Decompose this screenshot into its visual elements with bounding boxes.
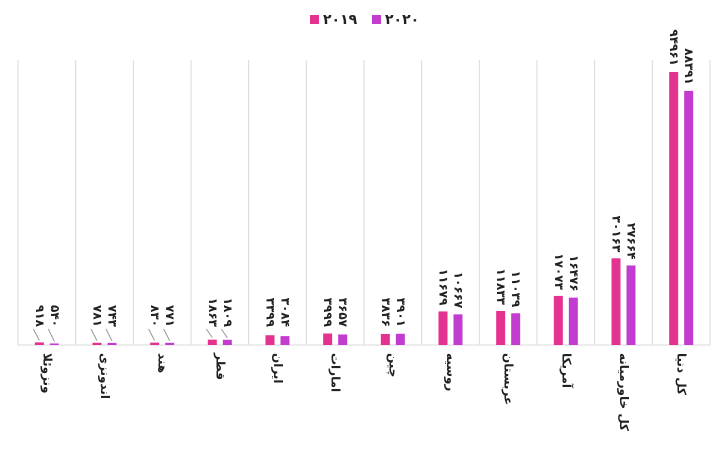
x-tick-label: قطر	[213, 352, 227, 380]
leader-line	[32, 328, 40, 341]
legend-label: ۲۰۱۹	[323, 12, 358, 28]
bar	[438, 311, 448, 345]
x-tick-label: اندونزی	[97, 353, 112, 399]
bar	[669, 72, 679, 345]
bar	[626, 265, 636, 345]
legend-swatch	[372, 15, 381, 24]
bar	[165, 342, 175, 345]
bar	[611, 258, 621, 345]
data-label: ۱۸۰۹	[221, 298, 235, 328]
bar	[338, 334, 348, 345]
bar	[92, 342, 102, 345]
bar	[453, 314, 463, 345]
bar	[265, 335, 275, 345]
bar	[380, 333, 390, 345]
data-label: ۱۸۶۳	[206, 298, 220, 328]
bar	[107, 342, 117, 345]
data-label: ۱۱۰۳۹	[509, 271, 523, 308]
data-label: ۹۱۸	[33, 305, 47, 328]
data-label: ۵۴۰	[48, 305, 62, 327]
data-label: ۱۰۶۶۷	[452, 272, 466, 309]
bar	[684, 90, 694, 346]
data-label: ۲۷۶۶۴	[625, 223, 639, 260]
x-tick-label: آمریکا	[559, 353, 574, 389]
bar	[34, 342, 44, 345]
data-label: ۱۷۰۷۳	[552, 253, 566, 290]
bar	[207, 339, 217, 345]
x-tick-label: هند	[156, 353, 170, 373]
data-label: ۳۶۵۷	[336, 298, 350, 328]
bar	[222, 339, 232, 345]
bar	[496, 310, 506, 345]
data-label: ۱۶۴۷۶	[567, 255, 581, 292]
data-label: ۱۱۸۳۳	[494, 268, 508, 305]
data-label: ۳۸۳۶	[379, 298, 393, 327]
x-tick-label: کل دنیا	[675, 353, 689, 395]
bar	[568, 297, 578, 345]
leader-line	[90, 328, 98, 341]
data-label: ۳۰۸۴	[279, 298, 293, 327]
bar	[395, 333, 405, 345]
bar	[280, 336, 290, 345]
x-tick-label: روسیه	[443, 353, 458, 391]
leader-line	[148, 328, 156, 341]
x-tick-label: چین	[386, 353, 400, 377]
x-tick-label: ایران	[271, 353, 285, 383]
bar	[49, 343, 59, 345]
data-label: ۳۹۰۱	[394, 298, 408, 327]
data-label: ۱۱۶۷۹	[437, 269, 451, 306]
leader-line	[220, 328, 228, 339]
bar	[150, 342, 160, 345]
data-label: ۷۴۳	[106, 305, 120, 328]
data-label: ۷۷۱	[163, 305, 177, 327]
x-tick-label: ونزوئلا	[39, 353, 54, 394]
x-tick-label: امارات	[329, 353, 343, 392]
leader-line	[47, 328, 55, 342]
data-label: ۸۸۳۹۱	[682, 48, 696, 85]
legend-swatch	[310, 15, 319, 24]
leader-line	[163, 328, 171, 342]
bar	[553, 295, 563, 345]
data-label: ۳۳۹۹	[264, 298, 278, 328]
x-tick-label: کل خاورمیانه	[616, 353, 631, 431]
x-tick-label: عربستان	[502, 353, 516, 405]
leader-line	[205, 328, 213, 338]
data-label: ۷۸۱	[91, 305, 105, 327]
data-label: ۹۴۹۶۱	[667, 29, 681, 66]
data-label: ۳۹۹۹	[321, 298, 335, 328]
leader-line	[105, 328, 113, 342]
data-label: ۳۰۱۶۳	[610, 216, 624, 253]
bar	[323, 333, 333, 345]
legend-label: ۲۰۲۰	[385, 12, 419, 28]
data-label: ۸۳۰	[148, 305, 162, 327]
bar	[511, 313, 521, 345]
